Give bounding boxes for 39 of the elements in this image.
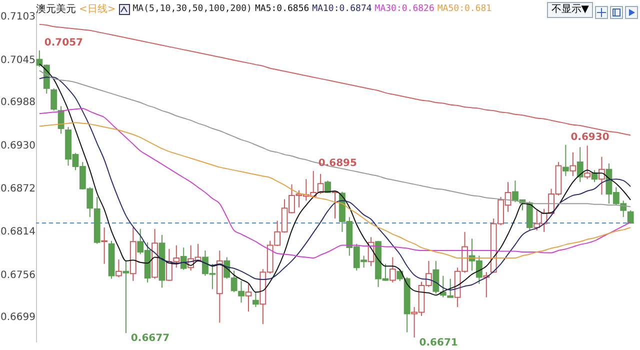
y-tick-label: 0.6814: [0, 226, 36, 238]
text: MA30:0.6826: [374, 4, 434, 14]
candlestick: [396, 268, 404, 282]
candlestick: [50, 88, 58, 112]
annotation: MA(5,10,30,50,100,200): [132, 4, 252, 14]
annotation: 0.6895: [318, 158, 358, 169]
y-tick-label: 0.6872: [0, 184, 36, 195]
y-tick-label: 0.7045: [0, 54, 36, 66]
candlestick: [598, 156, 605, 196]
annotation: 不显示▼: [547, 2, 593, 18]
candlestick: [58, 106, 64, 134]
candlestick: [252, 292, 259, 308]
text: MA50:0.681: [437, 4, 492, 14]
y-tick-label: 0.7103: [0, 12, 36, 23]
candlestick: [180, 247, 187, 270]
annotation: 0.6671: [419, 338, 458, 349]
annotation: 0.7057: [44, 37, 84, 48]
annotation: 0.6677: [130, 333, 170, 344]
chart-subtitle: <日线>: [79, 2, 116, 16]
candlestick: [245, 283, 252, 312]
text: MA5:0.6856: [254, 4, 310, 14]
candlestick: [389, 256, 396, 283]
candlestick: [627, 210, 634, 224]
candlestick: [122, 260, 130, 334]
candlestick: [570, 152, 576, 177]
candlestick: [576, 146, 584, 183]
y-tick-label: 0.6756: [0, 270, 36, 281]
y-tick-label: 0.6988: [0, 97, 36, 108]
candlestick: [238, 280, 244, 304]
annotation: 0.6930: [570, 132, 610, 143]
candlestick: [101, 226, 108, 264]
y-tick-label: 0.6930: [0, 140, 36, 152]
candlestick: [447, 278, 454, 298]
text: MA10:0.6874: [312, 4, 372, 14]
chart-title: 澳元美元: [36, 2, 76, 16]
candlestick: [562, 144, 569, 177]
candlestick: [584, 145, 591, 180]
y-tick-label: 0.6699: [0, 312, 36, 324]
candlestick: [116, 258, 122, 278]
